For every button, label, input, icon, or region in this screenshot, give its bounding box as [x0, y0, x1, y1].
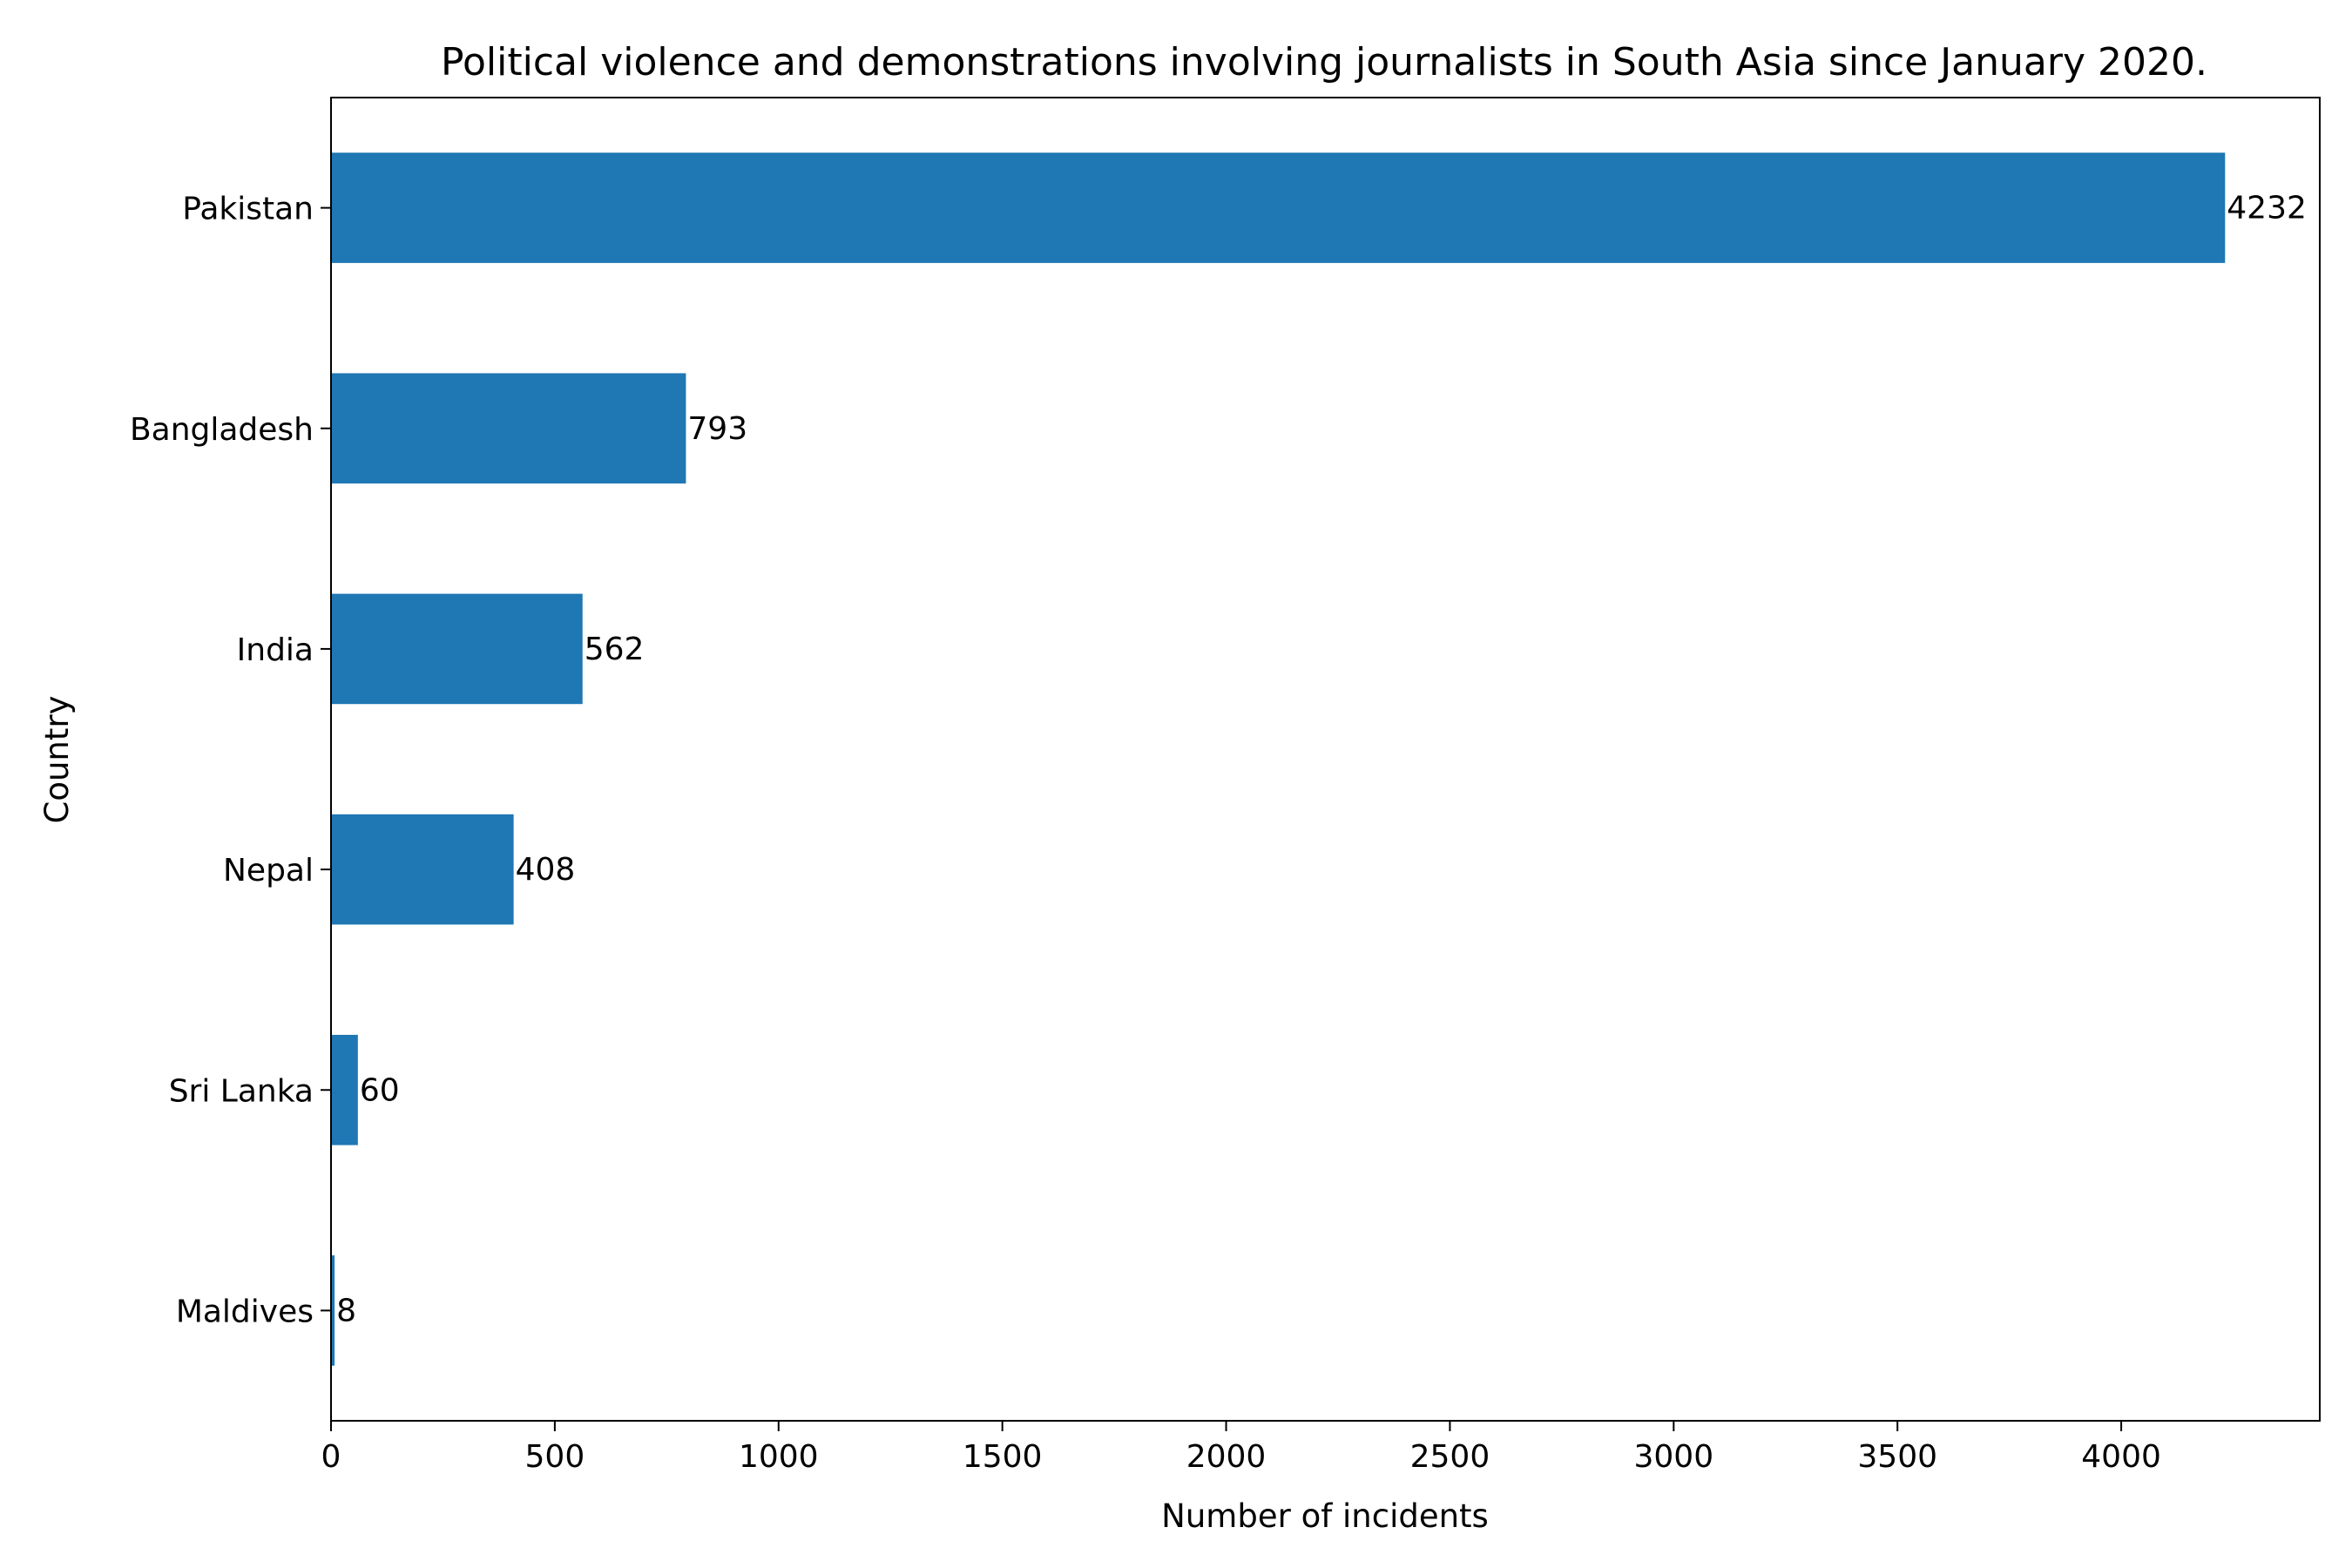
y-tick-label-nepal: Nepal — [223, 853, 314, 889]
bar-maldives — [331, 1255, 335, 1366]
bar-bangladesh — [331, 373, 686, 484]
x-tick-label-1000: 1000 — [739, 1439, 819, 1475]
x-axis-label: Number of incidents — [1161, 1497, 1489, 1535]
data-label-pakistan: 4232 — [2227, 191, 2307, 226]
axes-frame — [330, 97, 2321, 1422]
bar-sri-lanka — [331, 1034, 358, 1146]
ticks-layer: Pakistan Bangladesh India Nepal Sri Lanka Mal… — [130, 192, 2161, 1475]
y-tick-label-maldives: Maldives — [176, 1294, 314, 1329]
data-label-sri-lanka: 60 — [360, 1072, 400, 1108]
chart-title: Political violence and demonstrations in… — [441, 40, 2207, 84]
bar-nepal — [331, 814, 514, 925]
y-axis-label: Country — [38, 696, 76, 824]
data-label-india: 562 — [585, 632, 645, 667]
x-tick-label-4000: 4000 — [2081, 1439, 2161, 1475]
x-tick-label-0: 0 — [321, 1439, 341, 1475]
x-tick-label-2000: 2000 — [1186, 1439, 1267, 1475]
y-tick-label-pakistan: Pakistan — [182, 192, 314, 227]
bars-layer — [331, 152, 2226, 1366]
y-tick-label-bangladesh: Bangladesh — [130, 412, 314, 448]
x-tick-label-1500: 1500 — [963, 1439, 1043, 1475]
x-tick-label-3500: 3500 — [1857, 1439, 1937, 1475]
x-tick-label-500: 500 — [525, 1439, 585, 1475]
data-label-bangladesh: 793 — [687, 411, 747, 447]
bar-pakistan — [331, 152, 2226, 263]
y-tick-label-sri-lanka: Sri Lanka — [169, 1073, 314, 1109]
bar-india — [331, 593, 583, 705]
data-label-nepal: 408 — [516, 852, 576, 888]
data-label-maldives: 8 — [336, 1293, 356, 1328]
y-tick-label-india: India — [237, 632, 314, 668]
data-labels-layer: 4232 793 562 408 60 8 — [336, 191, 2307, 1329]
x-tick-label-3000: 3000 — [1634, 1439, 1714, 1475]
x-tick-label-2500: 2500 — [1410, 1439, 1490, 1475]
